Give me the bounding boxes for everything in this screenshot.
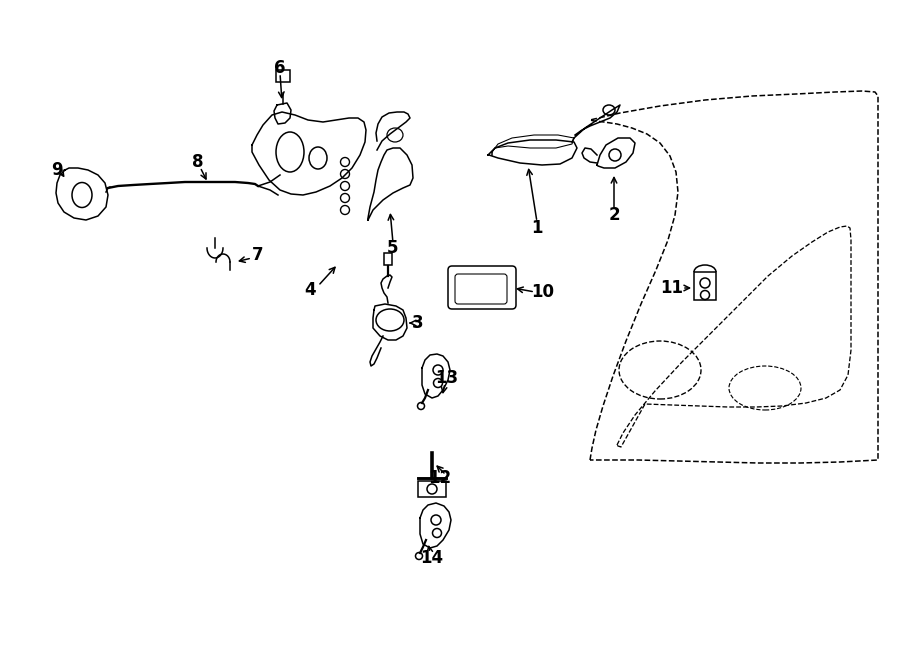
Text: 10: 10 [532, 283, 554, 301]
Text: 12: 12 [428, 469, 452, 487]
Text: 7: 7 [252, 246, 264, 264]
Text: 4: 4 [304, 281, 316, 299]
Text: 5: 5 [387, 239, 399, 257]
Bar [418, 481, 446, 497]
Text: 11: 11 [661, 279, 683, 297]
Text: 3: 3 [412, 314, 424, 332]
Text: 1: 1 [531, 219, 543, 237]
Text: 9: 9 [51, 161, 63, 179]
Text: 8: 8 [193, 153, 203, 171]
Bar [694, 272, 716, 300]
Bar [384, 253, 392, 265]
Text: 13: 13 [436, 369, 459, 387]
Text: 2: 2 [608, 206, 620, 224]
Text: 14: 14 [420, 549, 444, 567]
Text: 6: 6 [274, 59, 286, 77]
Bar [276, 70, 290, 82]
